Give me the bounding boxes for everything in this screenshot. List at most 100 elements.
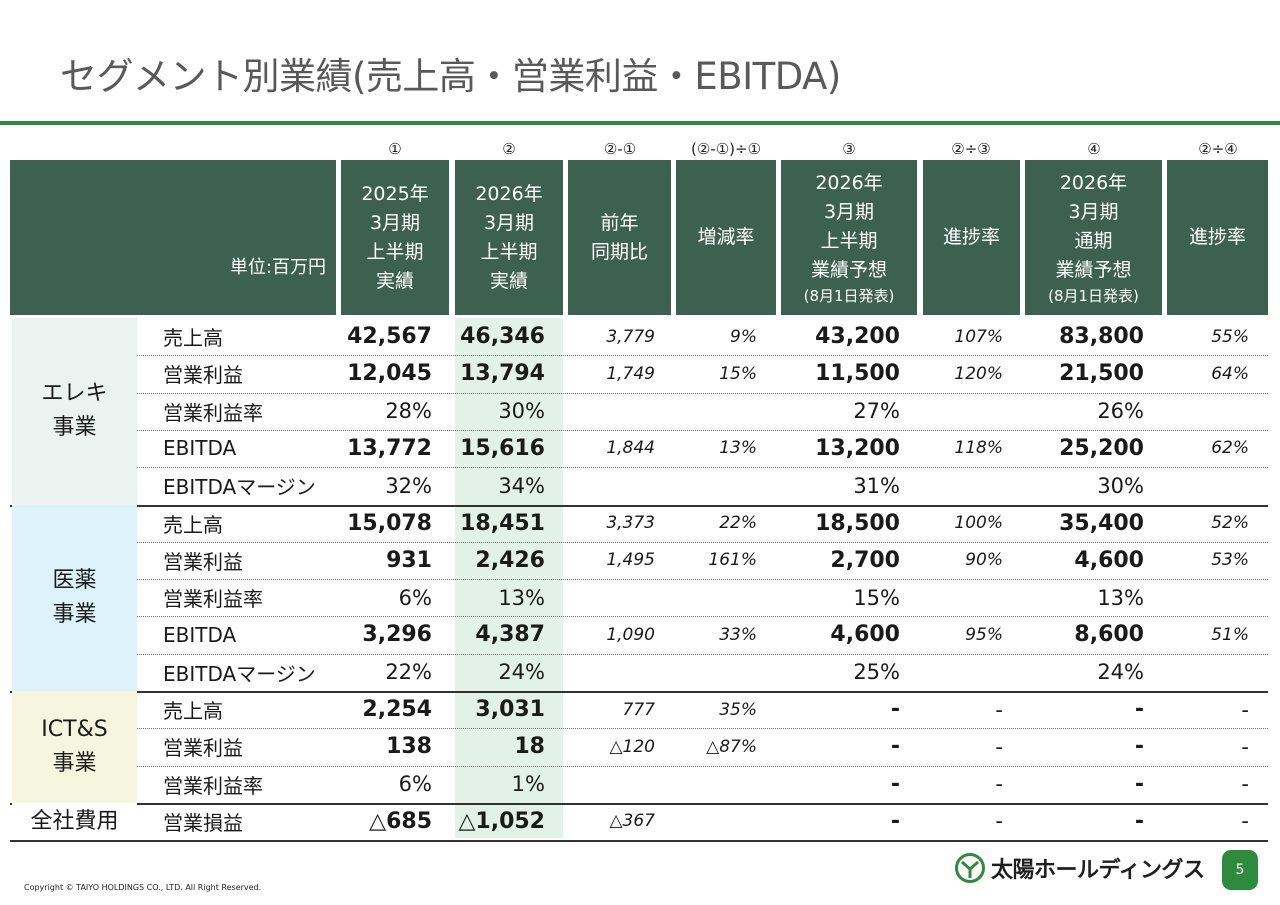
table-cell: - <box>1241 734 1249 759</box>
table-cell: - <box>1134 808 1144 834</box>
table-cell: 22% <box>719 513 757 533</box>
row-divider <box>137 579 1268 581</box>
table-cell: 83,800 <box>1059 324 1144 349</box>
table-cell: 138 <box>386 734 432 760</box>
table-cell: 107% <box>954 326 1003 347</box>
table-cell: 11,500 <box>815 361 900 387</box>
table-cell: △120 <box>609 736 655 757</box>
column-marker: ②÷③ <box>951 140 991 158</box>
header-line: 通期 <box>1074 229 1113 252</box>
row-label: 売上高 <box>163 512 223 537</box>
header-line: 実績 <box>375 269 414 292</box>
unit-label: 単位:百万円 <box>229 257 326 278</box>
table-cell: 6% <box>398 585 432 610</box>
header-line: 進捗率 <box>942 226 1000 248</box>
table-cell: △1,052 <box>458 808 545 834</box>
table-cell: 52% <box>1211 513 1249 533</box>
table-cell: △685 <box>369 808 432 834</box>
table-cell: 13,772 <box>347 435 432 461</box>
table-cell: 13% <box>498 585 545 610</box>
table-cell: - <box>890 808 900 834</box>
logo-text: 太陽ホールディングス <box>991 858 1205 883</box>
table-cell: 13% <box>1097 585 1144 610</box>
header-line: 2026年 <box>815 171 883 194</box>
segment-divider <box>10 504 1268 507</box>
table-cell: 31% <box>853 473 900 498</box>
table-cell: - <box>995 772 1003 797</box>
header-h1-forecast: 2026年 3月期 上半期 業績予想 (8月1日発表) <box>781 160 917 315</box>
table-cell: - <box>1134 697 1144 722</box>
header-line: 上半期 <box>820 229 878 252</box>
forecast-date-full: (8月1日発表) <box>1048 286 1139 305</box>
table-cell: 13,794 <box>460 361 545 387</box>
table-cell: - <box>995 809 1003 834</box>
table-cell: 46,346 <box>460 324 545 349</box>
header-line: 増減率 <box>697 226 755 248</box>
table-cell: 3,031 <box>475 697 545 722</box>
segment-name-line: 医薬 <box>52 567 97 593</box>
table-cell: 62% <box>1211 438 1249 459</box>
table-cell: 2,700 <box>830 547 900 573</box>
header-yoy: 前年 同期比 <box>568 160 671 315</box>
sun-logo-icon <box>955 853 985 883</box>
title-divider <box>0 121 1280 125</box>
table-cell: 55% <box>1211 326 1249 347</box>
table-cell: 100% <box>954 513 1003 533</box>
header-h1-actual: 2025年 3月期 上半期 実績 <box>341 160 449 315</box>
row-divider <box>137 429 1268 431</box>
table-cell: 12,045 <box>347 361 432 387</box>
row-label: 売上高 <box>163 326 223 350</box>
table-cell: 15,616 <box>460 435 545 461</box>
table-cell: 30% <box>1097 473 1144 498</box>
row-divider <box>137 653 1268 655</box>
row-label: EBITDA <box>163 436 237 461</box>
table-cell: 33% <box>719 624 757 645</box>
table-cell: 13% <box>719 438 757 459</box>
table-cell: 4,600 <box>1074 547 1144 573</box>
table-cell: 161% <box>708 550 757 571</box>
column-marker: ②-① <box>603 140 637 158</box>
table-cell: 90% <box>965 550 1003 571</box>
row-label: 営業利益 <box>163 549 243 574</box>
header-line: 2026年 <box>475 182 543 205</box>
table-cell: △367 <box>609 811 655 832</box>
table-cell: 28% <box>385 399 432 424</box>
header-line: 2026年 <box>1059 171 1128 194</box>
table-cell: 18,451 <box>460 510 545 536</box>
table-cell: - <box>890 697 900 722</box>
table-cell: 30% <box>498 399 545 424</box>
table-cell: 777 <box>622 699 655 720</box>
copyright: Copyright © TAIYO HOLDINGS CO., LTD. All… <box>24 883 262 892</box>
row-divider <box>137 765 1268 767</box>
segment-divider <box>10 691 1268 693</box>
table-cell: 51% <box>1211 624 1249 645</box>
row-divider <box>137 355 1268 357</box>
row-label: 営業利益 <box>163 736 243 761</box>
header-line: 上半期 <box>480 240 538 263</box>
segment-name: 医薬 事業 <box>12 504 137 691</box>
table-cell: 53% <box>1211 550 1249 571</box>
row-label: 営業利益率 <box>163 400 263 425</box>
row-label: EBITDA <box>163 622 237 647</box>
table-cell: 1,844 <box>606 438 655 459</box>
table-cell: 43,200 <box>815 324 900 349</box>
table-cell: 24% <box>1097 660 1144 685</box>
table-cell: 3,373 <box>606 513 655 533</box>
table-cell: - <box>1241 772 1249 797</box>
header-line: 3月期 <box>1068 200 1119 223</box>
forecast-date: (8月1日発表) <box>803 286 895 305</box>
header-line: 前年 <box>600 211 639 234</box>
table-cell: 21,500 <box>1059 361 1144 387</box>
table-cell: 8,600 <box>1074 622 1144 648</box>
table-cell: 15% <box>853 585 900 610</box>
table-cell: 1,090 <box>606 624 655 645</box>
table-cell: 1% <box>511 772 545 797</box>
table-cell: △87% <box>706 736 757 757</box>
row-divider <box>137 467 1268 469</box>
segment-divider <box>10 840 1268 843</box>
header-line: 実績 <box>489 269 528 292</box>
table-cell: 27% <box>853 399 900 424</box>
table-cell: 120% <box>954 363 1003 384</box>
segment-name: エレキ 事業 <box>12 318 137 505</box>
header-full-forecast: 2026年 3月期 通期 業績予想 (8月1日発表) <box>1025 160 1162 315</box>
